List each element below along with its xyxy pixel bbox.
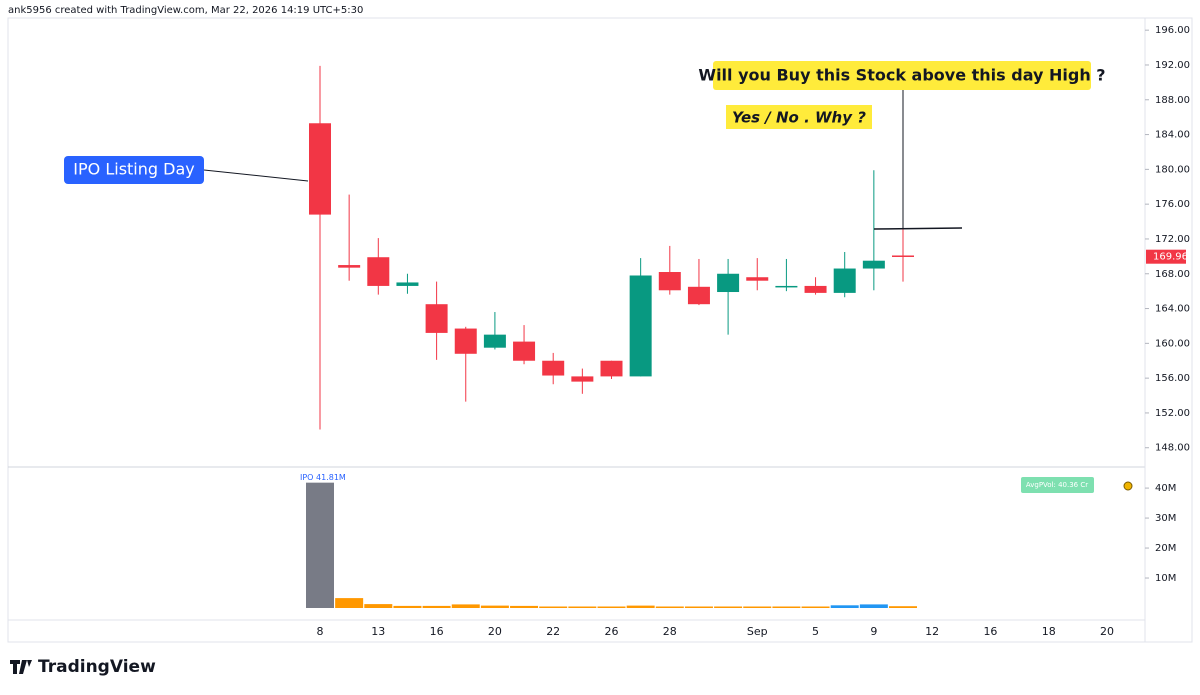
y-tick-label: 184.00 xyxy=(1155,130,1190,141)
x-tick-label: 28 xyxy=(663,625,677,638)
volume-label: IPO 41.81M xyxy=(300,473,346,482)
volume-bar xyxy=(539,606,568,608)
y-tick-label: 180.00 xyxy=(1155,164,1190,175)
y-tick-label: 20M xyxy=(1155,543,1176,554)
leader-line xyxy=(203,169,309,182)
candle-body xyxy=(425,304,448,333)
volume-bar xyxy=(801,606,830,608)
y-tick-label: 192.00 xyxy=(1155,60,1190,71)
last-price-tag xyxy=(1146,249,1186,264)
y-tick-label: 176.00 xyxy=(1155,199,1190,210)
answer-text: Yes / No . Why ? xyxy=(732,109,866,127)
y-tick-label: 30M xyxy=(1155,513,1176,524)
volume-bar xyxy=(422,605,451,608)
answer-box xyxy=(726,105,872,129)
volume-bar xyxy=(772,606,801,608)
volume-bar xyxy=(364,604,393,608)
x-tick-label: 12 xyxy=(925,625,939,638)
candle-body xyxy=(513,341,536,361)
candle-body xyxy=(892,255,914,257)
candle-body xyxy=(454,328,477,354)
x-tick-label: Sep xyxy=(747,625,768,638)
candle-body xyxy=(775,285,798,288)
question-box xyxy=(713,61,1091,90)
candle-body xyxy=(687,286,710,305)
candle-body xyxy=(396,282,419,286)
volume-bar xyxy=(626,605,655,608)
y-tick-label: 160.00 xyxy=(1155,338,1190,349)
x-tick-label: 8 xyxy=(317,625,324,638)
candle-body xyxy=(629,275,652,377)
volume-bar xyxy=(655,606,684,608)
avg-vol-label: AvgPVol: 40.36 Cr xyxy=(1026,481,1088,489)
volume-bar xyxy=(714,606,743,608)
x-tick-label: 13 xyxy=(371,625,385,638)
candle-body xyxy=(746,277,769,281)
x-tick-label: 22 xyxy=(546,625,560,638)
volume-bar xyxy=(510,605,539,608)
x-tick-label: 5 xyxy=(812,625,819,638)
x-tick-label: 20 xyxy=(1100,625,1114,638)
candle-body xyxy=(804,285,827,293)
candle-body xyxy=(833,268,856,293)
brand-logo: TradingView xyxy=(10,657,156,677)
y-tick-label: 10M xyxy=(1155,573,1176,584)
candle-body xyxy=(862,260,885,269)
x-tick-label: 9 xyxy=(870,625,877,638)
y-tick-label: 168.00 xyxy=(1155,269,1190,280)
candle-body xyxy=(717,273,740,293)
header-text: ank5956 created with TradingView.com, Ma… xyxy=(8,5,363,16)
volume-bar xyxy=(830,605,859,608)
y-tick-label: 40M xyxy=(1155,483,1176,494)
y-tick-label: 148.00 xyxy=(1155,443,1190,454)
y-tick-label: 164.00 xyxy=(1155,304,1190,315)
candle-body xyxy=(338,265,361,268)
candle-body xyxy=(600,360,623,377)
x-tick-label: 16 xyxy=(983,625,997,638)
volume-bar xyxy=(743,606,772,608)
volume-bar xyxy=(451,604,480,608)
ipo-callout-box xyxy=(64,156,204,184)
volume-bar xyxy=(859,604,888,608)
volume-bar xyxy=(597,606,626,608)
volume-bar xyxy=(306,482,334,608)
y-tick-label: 152.00 xyxy=(1155,408,1190,419)
y-tick-label: 172.00 xyxy=(1155,234,1190,245)
frame xyxy=(7,17,1193,643)
ipo-callout: IPO Listing Day xyxy=(73,160,194,179)
x-tick-label: 26 xyxy=(605,625,619,638)
question-text: Will you Buy this Stock above this day H… xyxy=(698,66,1105,85)
y-tick-label: 156.00 xyxy=(1155,373,1190,384)
x-tick-label: 16 xyxy=(430,625,444,638)
candle-body xyxy=(367,257,390,286)
volume-bar xyxy=(889,606,917,608)
x-tick-label: 20 xyxy=(488,625,502,638)
y-tick-label: 196.00 xyxy=(1155,25,1190,36)
candle-body xyxy=(309,123,331,215)
emoji-icon xyxy=(1123,481,1133,491)
avg-vol-box xyxy=(1021,477,1094,493)
high-line xyxy=(873,227,963,230)
volume-bar xyxy=(568,606,597,608)
candle-body xyxy=(483,334,506,348)
y-tick-label: 188.00 xyxy=(1155,95,1190,106)
brand-name: TradingView xyxy=(38,657,156,677)
volume-bar xyxy=(393,605,422,608)
candle-body xyxy=(542,360,565,376)
candle-body xyxy=(658,272,681,291)
candle-body xyxy=(571,376,594,382)
volume-bar xyxy=(480,605,509,608)
x-tick-label: 18 xyxy=(1042,625,1056,638)
volume-bar xyxy=(684,606,713,608)
volume-bar xyxy=(335,598,364,608)
last-price-label: 169.96 xyxy=(1153,252,1188,263)
